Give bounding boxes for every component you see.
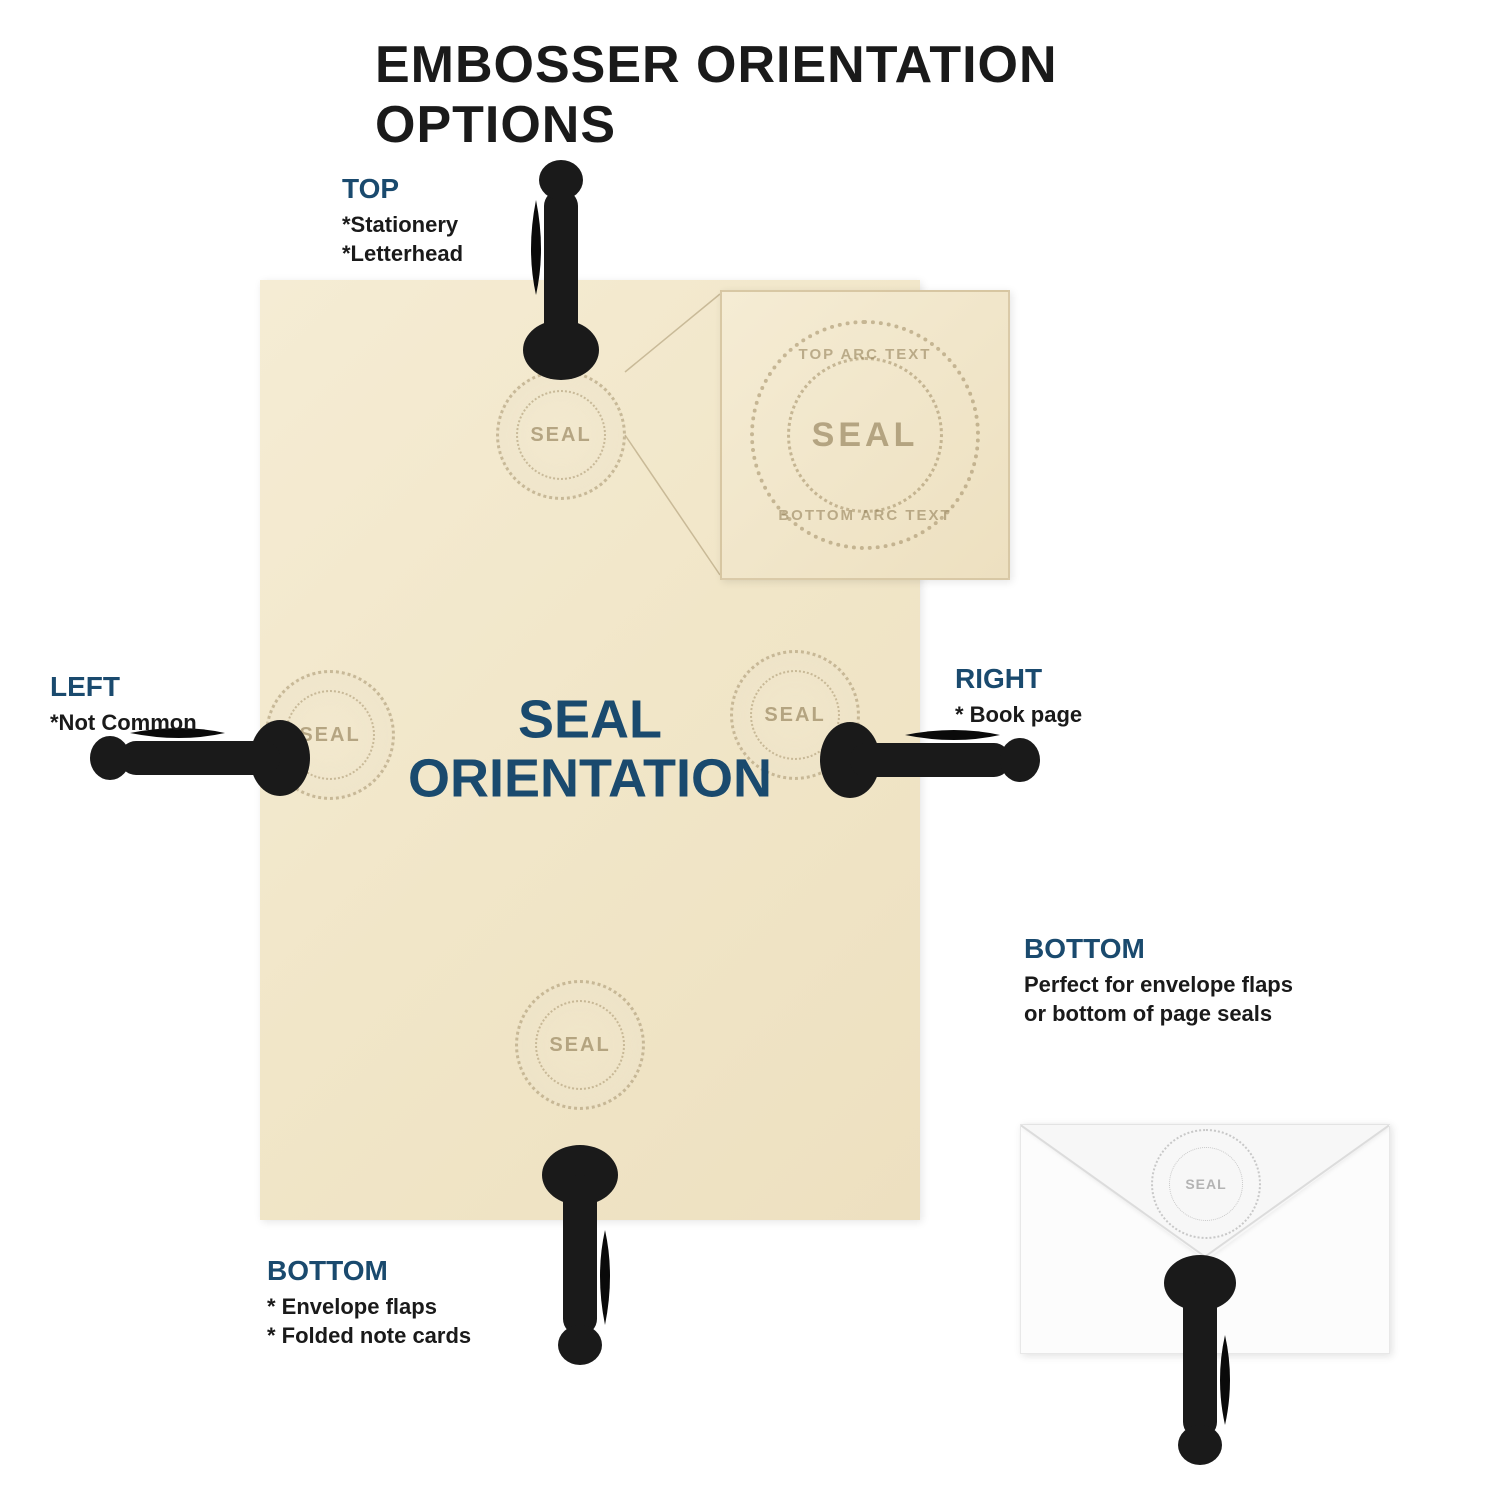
center-line1: SEAL (408, 691, 772, 750)
label-bottom: BOTTOM * Envelope flaps * Folded note ca… (267, 1252, 471, 1351)
seal-word: SEAL (530, 424, 591, 447)
envelope-seal-word: SEAL (1185, 1176, 1226, 1192)
label-top: TOP *Stationery *Letterhead (342, 170, 463, 269)
label-top-title: TOP (342, 170, 463, 208)
label-top-line1: *Stationery (342, 210, 463, 240)
seal-word: SEAL (549, 1034, 610, 1057)
embosser-top (516, 150, 606, 390)
label-bottom-title: BOTTOM (267, 1252, 471, 1290)
label-bottom2-title: BOTTOM (1024, 930, 1293, 968)
zoom-seal: TOP ARC TEXT SEAL BOTTOM ARC TEXT (750, 320, 980, 550)
embosser-envelope (1155, 1245, 1245, 1475)
page-title: EMBOSSER ORIENTATION OPTIONS (375, 35, 1125, 155)
label-left-line1: *Not Common (50, 708, 197, 738)
label-right-line1: * Book page (955, 700, 1082, 730)
label-right-title: RIGHT (955, 660, 1082, 698)
seal-impression-bottom: SEAL (515, 980, 645, 1110)
label-right: RIGHT * Book page (955, 660, 1082, 729)
zoom-top-arc-text: TOP ARC TEXT (754, 346, 976, 363)
paper-center-label: SEAL ORIENTATION (408, 691, 772, 810)
label-bottom2-line2: or bottom of page seals (1024, 999, 1293, 1029)
embosser-bottom (535, 1135, 625, 1375)
zoom-bottom-arc-text: BOTTOM ARC TEXT (754, 507, 976, 524)
label-bottom-line1: * Envelope flaps (267, 1292, 471, 1322)
label-bottom-envelope: BOTTOM Perfect for envelope flaps or bot… (1024, 930, 1293, 1029)
label-bottom2-line1: Perfect for envelope flaps (1024, 970, 1293, 1000)
label-left-title: LEFT (50, 668, 197, 706)
zoom-seal-center: SEAL (812, 416, 919, 455)
label-left: LEFT *Not Common (50, 668, 197, 737)
zoom-detail-box: TOP ARC TEXT SEAL BOTTOM ARC TEXT (720, 290, 1010, 580)
envelope-seal: SEAL (1151, 1129, 1261, 1239)
center-line2: ORIENTATION (408, 750, 772, 809)
label-bottom-line2: * Folded note cards (267, 1321, 471, 1351)
label-top-line2: *Letterhead (342, 239, 463, 269)
